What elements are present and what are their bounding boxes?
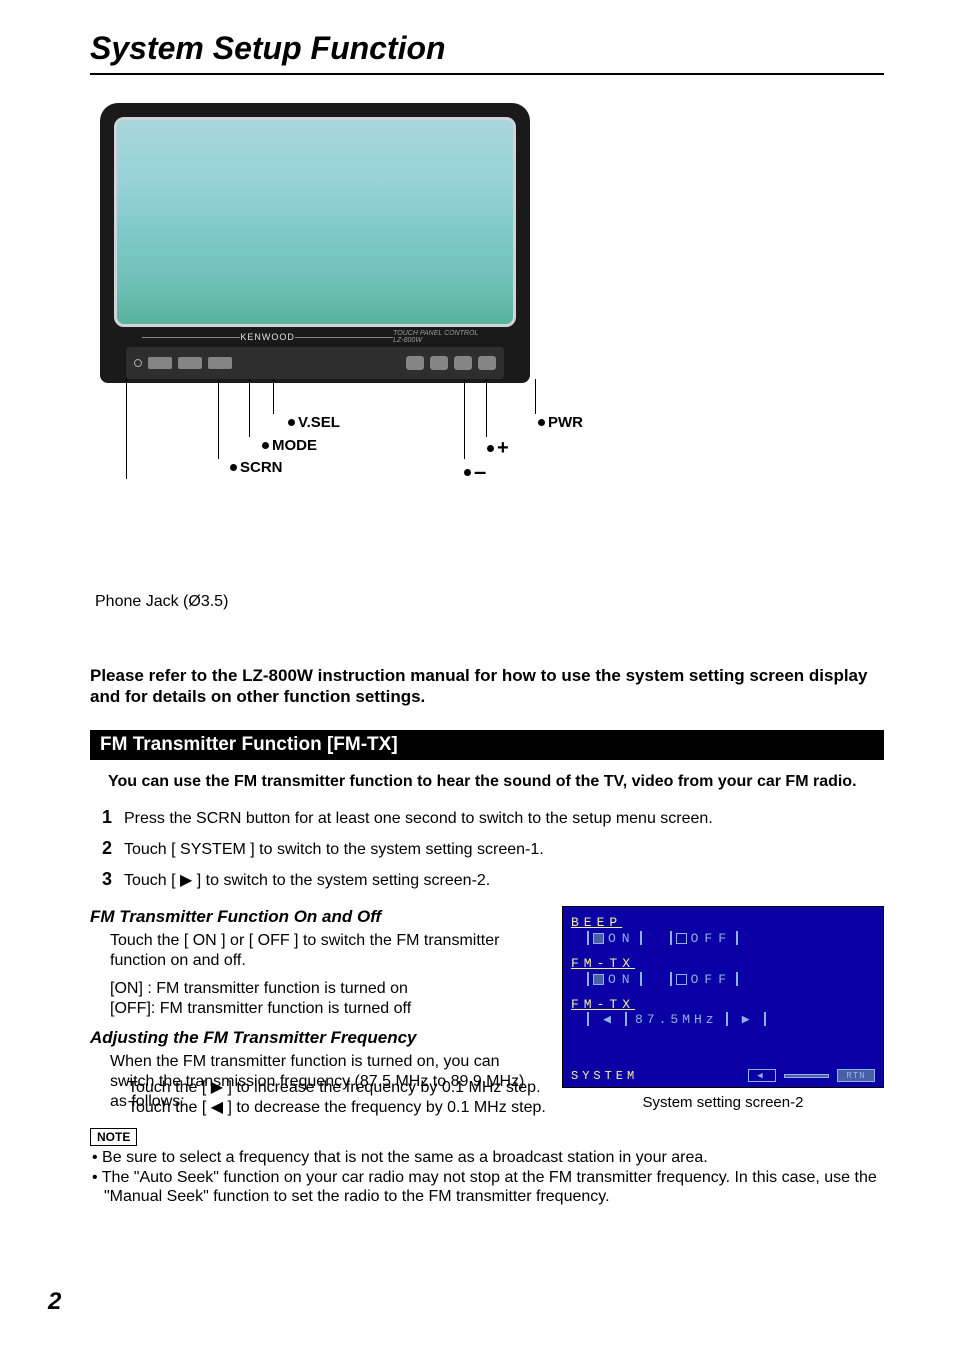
plus-button <box>430 356 448 370</box>
sub-heading: Adjusting the FM Transmitter Frequency <box>90 1027 544 1048</box>
callout-jack-line <box>126 379 127 479</box>
step-list: 1Press the SCRN button for at least one … <box>90 806 884 891</box>
step-item: 3Touch [ ▶ ] to switch to the system set… <box>96 868 884 892</box>
ss-freq-label: FM-TX <box>571 997 635 1012</box>
step-item: 1Press the SCRN button for at least one … <box>96 806 884 830</box>
system-setting-screen: BEEP ON OFF FM-TX ON OFF FM-TX ◀ 87.5MHz <box>562 906 884 1088</box>
right-column: BEEP ON OFF FM-TX ON OFF FM-TX ◀ 87.5MHz <box>562 906 884 1121</box>
note-item: • Be sure to select a frequency that is … <box>90 1148 884 1168</box>
ss-freq-up-button[interactable]: ▶ <box>726 1012 766 1027</box>
ss-rtn-button[interactable]: RTN <box>837 1069 875 1082</box>
ss-fmtx-on-button[interactable]: ON <box>587 972 642 987</box>
ss-scrollbar <box>784 1074 829 1078</box>
minus-button <box>406 356 424 370</box>
section-header-bar: FM Transmitter Function [FM-TX] <box>90 730 884 760</box>
ss-freq-down-button[interactable]: ◀ <box>587 1012 627 1027</box>
ss-freq-value: 87.5MHz <box>635 1012 718 1027</box>
note-label: NOTE <box>90 1128 137 1146</box>
screen-caption: System setting screen-2 <box>562 1094 884 1111</box>
device-brand-strip: KENWOOD TOUCH PANEL CONTROL LZ-800W <box>114 327 516 347</box>
page-number: 2 <box>48 1288 61 1316</box>
ss-system-label: SYSTEM <box>571 1069 638 1083</box>
model-label: TOUCH PANEL CONTROL LZ-800W <box>393 330 488 344</box>
callout-scrn: SCRN <box>154 379 283 476</box>
ss-fmtx-off-button[interactable]: OFF <box>670 972 738 987</box>
section-intro: You can use the FM transmitter function … <box>90 772 884 793</box>
device-illustration: KENWOOD TOUCH PANEL CONTROL LZ-800W V.SE… <box>100 103 540 483</box>
mute-button <box>454 356 472 370</box>
sub-body: Touch the [ ON ] or [ OFF ] to switch th… <box>90 931 544 971</box>
instruction-paragraph: Please refer to the LZ-800W instruction … <box>90 665 884 708</box>
note-item: • The "Auto Seek" function on your car r… <box>90 1168 884 1207</box>
step-item: 2Touch [ SYSTEM ] to switch to the syste… <box>96 837 884 861</box>
device-button-panel <box>126 347 504 379</box>
note-list: • Be sure to select a frequency that is … <box>90 1148 884 1207</box>
jack-dot <box>134 359 142 367</box>
brand-label: KENWOOD <box>240 332 295 342</box>
ss-prev-button[interactable]: ◀ <box>748 1069 776 1082</box>
page-title: System Setup Function <box>90 30 884 75</box>
phone-jack-label: Phone Jack (Ø3.5) <box>95 593 884 611</box>
mode-button <box>178 357 202 369</box>
device-screen <box>114 117 516 327</box>
sub-heading: FM Transmitter Function On and Off <box>90 906 544 927</box>
device-frame: KENWOOD TOUCH PANEL CONTROL LZ-800W <box>100 103 530 383</box>
sub-body: [ON] : FM transmitter function is turned… <box>90 979 544 1019</box>
ss-fmtx-label: FM-TX <box>571 956 635 971</box>
ss-beep-on-button[interactable]: ON <box>587 931 642 946</box>
pwr-button <box>478 356 496 370</box>
callout-minus: – <box>442 379 486 485</box>
ss-beep-label: BEEP <box>571 915 622 930</box>
vsel-button <box>208 357 232 369</box>
scrn-button <box>148 357 172 369</box>
ss-beep-off-button[interactable]: OFF <box>670 931 738 946</box>
